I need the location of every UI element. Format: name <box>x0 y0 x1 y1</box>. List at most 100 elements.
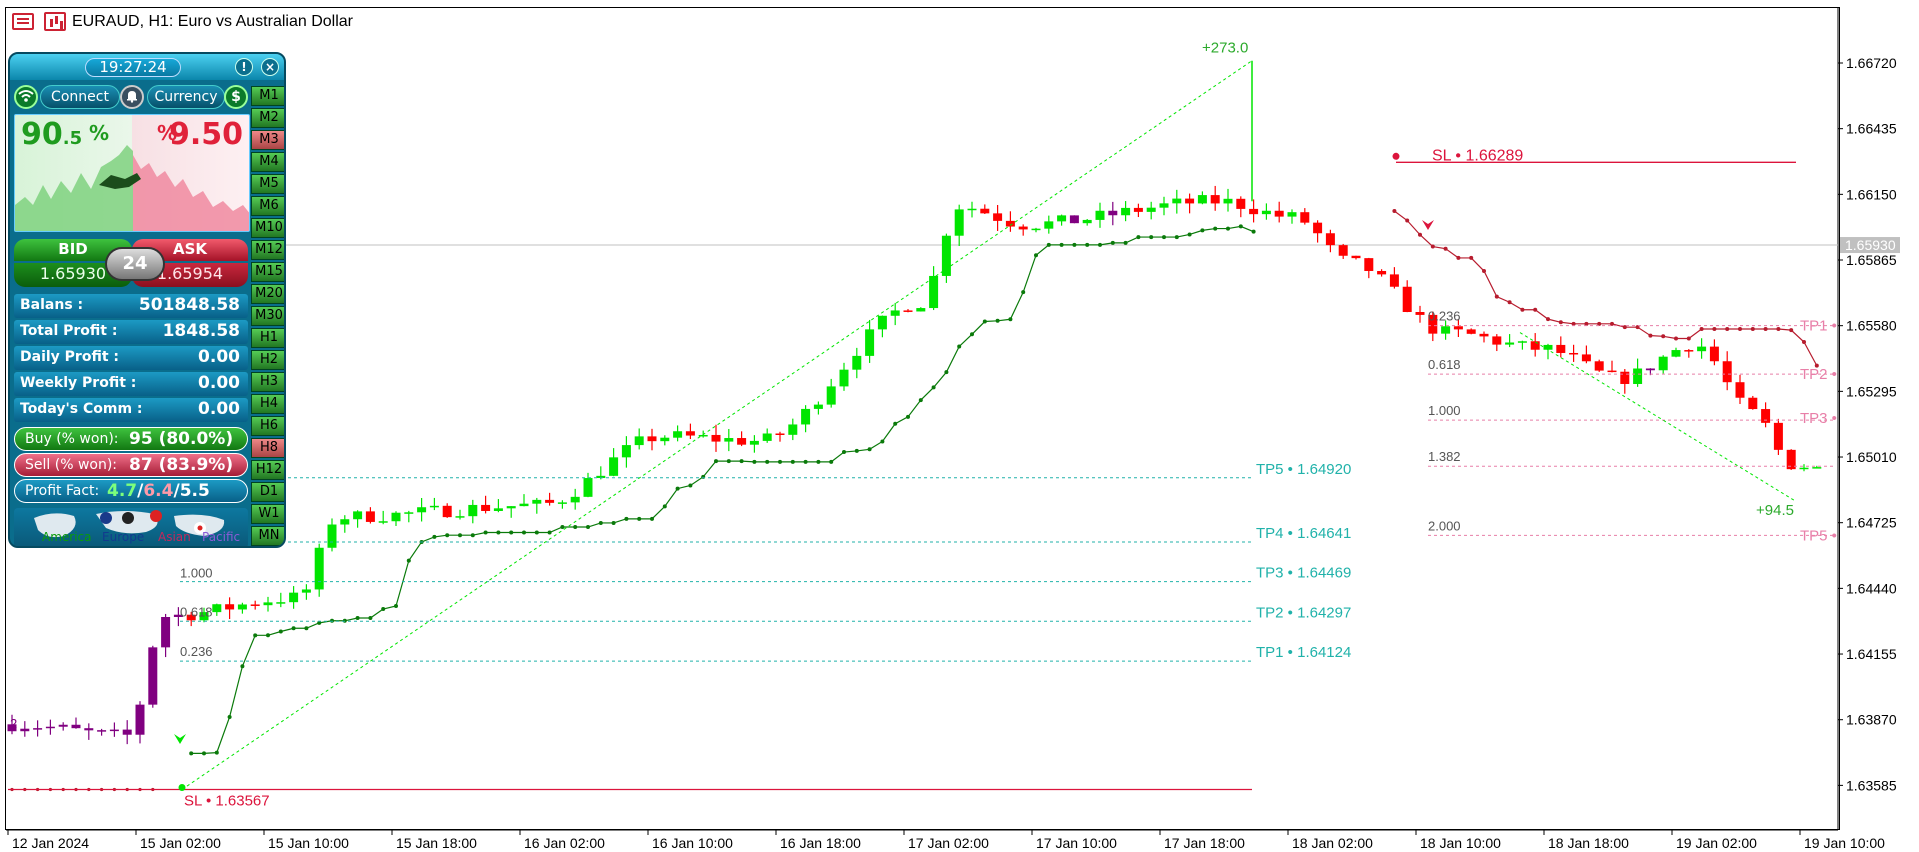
candle-body <box>173 614 183 617</box>
trailing-stop-dot <box>1405 218 1410 223</box>
buy-fib-label: 1.000 <box>180 565 213 580</box>
sell-tp-label: TP1 • <box>1800 318 1837 335</box>
candle-body <box>1121 207 1131 216</box>
timeframe-m6[interactable]: M6 <box>251 196 284 216</box>
bell-icon[interactable] <box>120 85 144 109</box>
candle-body <box>852 355 862 370</box>
timeframe-m3[interactable]: M3 <box>251 130 284 150</box>
candle-body <box>1210 195 1220 204</box>
trailing-stop-dot <box>1802 340 1806 345</box>
candle-body <box>1799 467 1809 470</box>
trailing-stop-dot <box>765 459 770 464</box>
time-tick-label: 17 Jan 10:00 <box>1036 835 1117 851</box>
trailing-stop-dot <box>1187 232 1192 237</box>
total-profit-value: 1848.58 <box>162 321 240 341</box>
candle-body <box>865 329 875 356</box>
timeframe-m20[interactable]: M20 <box>251 284 284 304</box>
buy-fib-label: 0.236 <box>180 644 213 659</box>
price-tick-label: 1.65580 <box>1846 318 1897 334</box>
candle-body <box>1300 212 1310 223</box>
info-icon[interactable]: ! <box>235 58 253 76</box>
candle-body <box>442 505 452 518</box>
timeframe-h2[interactable]: H2 <box>251 350 284 370</box>
todays-comm-row: Today's Comm : 0.00 <box>14 398 248 422</box>
chart-window-icon[interactable] <box>44 12 66 31</box>
trailing-stop-dot <box>970 332 974 337</box>
candle-body <box>1172 198 1182 204</box>
candle-body <box>378 521 388 523</box>
trailing-stop-dot <box>1149 235 1154 240</box>
close-icon[interactable]: × <box>261 58 279 76</box>
pf-sell: 6.4 <box>143 481 174 501</box>
timeframe-m15[interactable]: M15 <box>251 262 284 282</box>
buy-entry-marker <box>178 784 186 792</box>
candle-body <box>724 438 734 442</box>
candle-body <box>1569 352 1579 355</box>
timeframe-mn[interactable]: MN <box>251 526 284 546</box>
trailing-stop-dot <box>1046 242 1051 247</box>
candle-body <box>967 208 977 211</box>
timeframe-h8[interactable]: H8 <box>251 438 284 458</box>
timeframe-d1[interactable]: D1 <box>251 482 284 502</box>
timeframe-h6[interactable]: H6 <box>251 416 284 436</box>
price-tick-label: 1.64725 <box>1846 515 1897 531</box>
wifi-icon[interactable] <box>14 85 38 109</box>
currency-button[interactable]: Currency <box>147 85 225 109</box>
trailing-stop-dot <box>637 516 642 521</box>
bid-price-marker <box>1840 237 1900 254</box>
session-asian: Asian <box>158 530 191 544</box>
buy-tp-label: TP1 • 1.64124 <box>1256 644 1351 661</box>
time-tick-label: 18 Jan 02:00 <box>1292 835 1373 851</box>
candle-body <box>314 547 324 590</box>
timeframe-m5[interactable]: M5 <box>251 174 284 194</box>
trailing-stop-dot <box>1648 333 1653 338</box>
timeframe-h4[interactable]: H4 <box>251 394 284 414</box>
candle-body <box>685 431 695 436</box>
timeframe-h12[interactable]: H12 <box>251 460 284 480</box>
timeframe-m12[interactable]: M12 <box>251 240 284 260</box>
trailing-stop-dot <box>586 525 590 530</box>
candle-body <box>570 496 580 503</box>
sell-fib-label: 0.236 <box>1428 309 1461 324</box>
candle-body <box>417 507 427 513</box>
trailing-stop-dot <box>1469 255 1474 260</box>
trailing-stop-dot <box>1738 327 1742 332</box>
timeframe-h3[interactable]: H3 <box>251 372 284 392</box>
timeframe-m4[interactable]: M4 <box>251 152 284 172</box>
trailing-stop-dot <box>1251 229 1256 234</box>
candle-body <box>519 503 529 507</box>
candle-body <box>1069 215 1079 224</box>
trailing-stop-dot <box>1213 226 1218 231</box>
candle-body <box>1671 350 1681 357</box>
timeframe-w1[interactable]: W1 <box>251 504 284 524</box>
candle-body <box>1095 210 1105 220</box>
candle-body <box>749 440 759 445</box>
trailing-stop-dot <box>701 474 706 479</box>
candle-body <box>365 511 375 522</box>
trailing-stop-dot <box>867 447 872 452</box>
trailing-stop-dot <box>1098 242 1102 247</box>
candle-body <box>391 512 401 522</box>
timeframe-m1[interactable]: M1 <box>251 86 284 106</box>
timeframe-m30[interactable]: M30 <box>251 306 284 326</box>
trailing-stop-dot <box>1789 328 1794 333</box>
candle-body <box>621 445 631 458</box>
candle-body <box>583 478 593 497</box>
timeframe-h1[interactable]: H1 <box>251 328 284 348</box>
menu-icon[interactable] <box>12 13 34 30</box>
buy-fib-label: 0.618 <box>180 605 213 620</box>
dollar-icon[interactable]: $ <box>224 85 248 109</box>
sell-won-row: Sell (% won): 87 (83.9%) <box>14 453 248 477</box>
candle-body <box>980 208 990 214</box>
sentiment-gauge: 90.5 % % 9.50 <box>14 114 250 232</box>
timeframe-m10[interactable]: M10 <box>251 218 284 238</box>
connect-button[interactable]: Connect <box>40 85 120 109</box>
timeframe-m2[interactable]: M2 <box>251 108 284 128</box>
candle-body <box>711 434 721 442</box>
trailing-stop-dot <box>1418 232 1422 237</box>
trailing-stop-dot <box>240 664 245 669</box>
trailing-stop-buy <box>191 225 1254 754</box>
trailing-stop-dot <box>1430 244 1435 249</box>
